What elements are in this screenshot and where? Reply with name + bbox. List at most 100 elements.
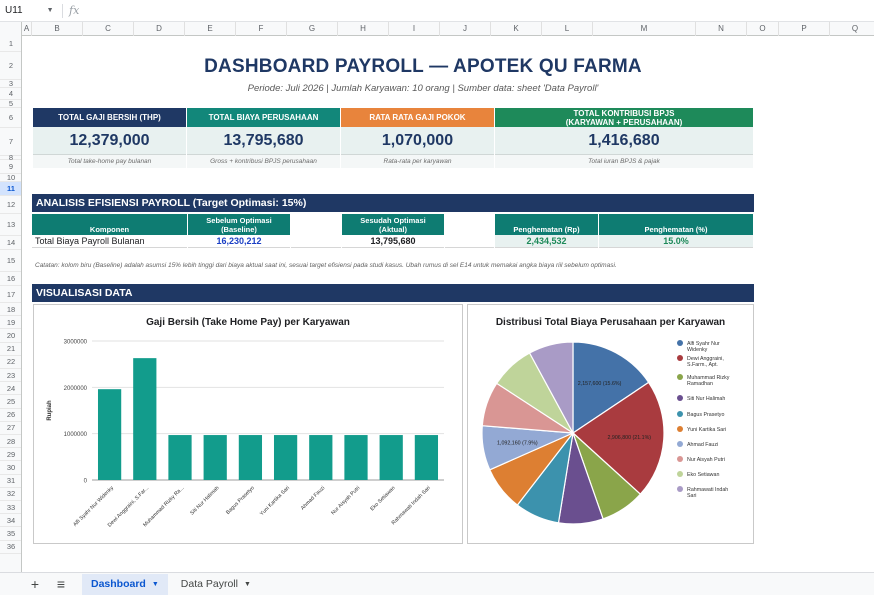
cell-hemat-pct[interactable]: 15.0% (599, 235, 753, 248)
row-header-19[interactable]: 19 (0, 316, 21, 330)
row-header-28[interactable]: 28 (0, 435, 21, 449)
row-header-33[interactable]: 33 (0, 501, 21, 515)
legend-label: Siti Nur Halimah (687, 396, 725, 402)
bar[interactable] (309, 435, 333, 480)
row-header-15[interactable]: 15 (0, 250, 21, 272)
legend-label: Eko Setiawan (687, 472, 719, 478)
row-header-16[interactable]: 16 (0, 272, 21, 286)
pie-slice[interactable] (572, 381, 665, 496)
row-header-10[interactable]: 10 (0, 173, 21, 182)
kpi-card-rata-rata[interactable]: RATA RATA GAJI POKOK 1,070,000 Rata-rata… (341, 108, 494, 168)
select-all-corner[interactable] (0, 22, 22, 36)
column-header-d[interactable]: D (134, 22, 185, 36)
pie-slice[interactable] (528, 341, 574, 434)
row-header-31[interactable]: 31 (0, 475, 21, 488)
column-header-p[interactable]: P (779, 22, 830, 36)
row-header-22[interactable]: 22 (0, 356, 21, 369)
bar[interactable] (344, 435, 368, 480)
row-header-34[interactable]: 34 (0, 514, 21, 528)
cell-empty[interactable] (445, 235, 494, 248)
row-header-20[interactable]: 20 (0, 329, 21, 343)
row-header-32[interactable]: 32 (0, 488, 21, 501)
efficiency-section-title: ANALISIS EFISIENSI PAYROLL (Target Optim… (32, 194, 754, 212)
bar[interactable] (168, 435, 192, 480)
row-header-21[interactable]: 21 (0, 343, 21, 356)
bar[interactable] (133, 358, 157, 480)
row-header-5[interactable]: 5 (0, 99, 21, 108)
kpi-card-thp[interactable]: TOTAL GAJI BERSIH (THP) 12,379,000 Total… (33, 108, 186, 168)
bar[interactable] (273, 435, 298, 480)
row-header-24[interactable]: 24 (0, 382, 21, 396)
row-header-2[interactable]: 2 (0, 52, 21, 80)
row-header-1[interactable]: 1 (0, 36, 21, 52)
row-header-27[interactable]: 27 (0, 422, 21, 435)
bar[interactable] (203, 435, 227, 480)
row-header-35[interactable]: 35 (0, 527, 21, 541)
row-header-14[interactable]: 14 (0, 236, 21, 250)
bar[interactable] (414, 435, 439, 480)
row-header-8[interactable]: 8 (0, 153, 21, 162)
kpi-card-bpjs[interactable]: TOTAL KONTRIBUSI BPJS (KARYAWAN + PERUSA… (495, 108, 753, 168)
column-header-h[interactable]: H (338, 22, 389, 36)
cell-aktual[interactable]: 13,795,680 (342, 235, 444, 248)
column-header-i[interactable]: I (389, 22, 440, 36)
row-header-17[interactable]: 17 (0, 286, 21, 303)
bar[interactable] (379, 435, 403, 480)
row-header-26[interactable]: 26 (0, 409, 21, 422)
column-header-b[interactable]: B (32, 22, 83, 36)
row-header-30[interactable]: 30 (0, 461, 21, 475)
column-header-j[interactable]: J (440, 22, 491, 36)
kpi-card-biaya[interactable]: TOTAL BIAYA PERUSAHAAN 13,795,680 Gross … (187, 108, 340, 168)
cell-empty[interactable] (291, 235, 341, 248)
row-header-18[interactable]: 18 (0, 303, 21, 317)
chevron-down-icon[interactable]: ▼ (46, 7, 54, 14)
cell-hemat-rp[interactable]: 2,434,532 (495, 235, 598, 248)
row-header-13[interactable]: 13 (0, 214, 21, 236)
row-header-7[interactable]: 7 (0, 128, 21, 156)
column-header-g[interactable]: G (287, 22, 338, 36)
pie-slice[interactable] (572, 341, 650, 435)
sheet-grid[interactable]: DASHBOARD PAYROLL — APOTEK QU FARMA Peri… (22, 36, 874, 572)
tab-dashboard[interactable]: Dashboard ▼ (82, 573, 168, 595)
row-header-6[interactable]: 6 (0, 108, 21, 128)
add-sheet-button[interactable]: + (30, 576, 40, 592)
column-header-f[interactable]: F (236, 22, 287, 36)
chevron-down-icon[interactable]: ▼ (151, 580, 159, 588)
slice-label: 1,092,160 (7.9%) (497, 440, 538, 446)
row-header-4[interactable]: 4 (0, 88, 21, 100)
cell-komponen[interactable]: Total Biaya Payroll Bulanan (32, 235, 187, 248)
formula-input[interactable] (79, 0, 874, 22)
chevron-down-icon[interactable]: ▼ (243, 580, 251, 588)
row-header-36[interactable]: 36 (0, 541, 21, 554)
column-header-n[interactable]: N (696, 22, 747, 36)
y-axis-label: Rupiah (47, 400, 53, 421)
row-header-25[interactable]: 25 (0, 395, 21, 409)
pie-chart-biaya[interactable]: Distribusi Total Biaya Perusahaan per Ka… (467, 304, 754, 544)
bar[interactable] (97, 389, 122, 480)
name-box[interactable]: U11 ▼ (0, 0, 56, 22)
column-header-m[interactable]: M (593, 22, 696, 36)
row-header-11[interactable]: 11 (0, 182, 21, 196)
row-header-9[interactable]: 9 (0, 160, 21, 174)
column-header-a[interactable]: A (22, 22, 32, 36)
column-header-o[interactable]: O (747, 22, 779, 36)
row-header-12[interactable]: 12 (0, 196, 21, 214)
x-tick-label: Yuni Kartika Sari (259, 485, 291, 517)
cell-baseline[interactable]: 16,230,212 (188, 235, 290, 248)
bar-chart-thp[interactable]: Gaji Bersih (Take Home Pay) per Karyawan… (33, 304, 463, 544)
formula-bar: U11 ▼ fx (0, 0, 874, 22)
row-header-23[interactable]: 23 (0, 369, 21, 383)
row-header-29[interactable]: 29 (0, 448, 21, 462)
column-header-q[interactable]: Q (830, 22, 874, 36)
all-sheets-menu-button[interactable]: ≡ (56, 576, 66, 592)
column-header-c[interactable]: C (83, 22, 134, 36)
bar[interactable] (238, 435, 263, 480)
column-header-e[interactable]: E (185, 22, 236, 36)
legend-label: Bagus Prasetyo (687, 412, 724, 418)
row-header-3[interactable]: 3 (0, 79, 21, 88)
legend-label: Muhammad Rizky Ramadhan (687, 375, 730, 387)
column-header-k[interactable]: K (491, 22, 542, 36)
tab-data-payroll[interactable]: Data Payroll ▼ (172, 574, 260, 595)
column-header-l[interactable]: L (542, 22, 593, 36)
